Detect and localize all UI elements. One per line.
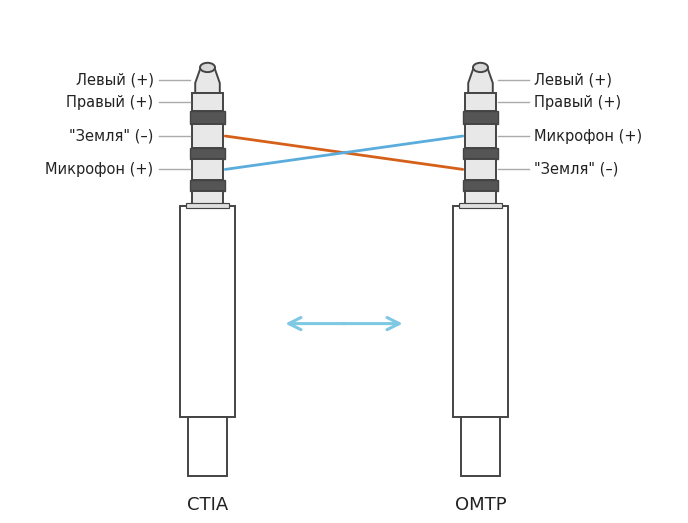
Text: Левый (+): Левый (+) xyxy=(535,73,612,88)
Text: Правый (+): Правый (+) xyxy=(535,95,621,110)
Bar xyxy=(466,191,495,206)
Bar xyxy=(190,180,225,191)
Bar xyxy=(463,147,498,159)
Bar xyxy=(193,124,222,147)
Bar xyxy=(193,159,222,180)
Polygon shape xyxy=(195,67,219,93)
Bar xyxy=(466,159,495,180)
Bar xyxy=(462,417,499,476)
Text: Микрофон (+): Микрофон (+) xyxy=(535,129,643,143)
Text: "Земля" (–): "Земля" (–) xyxy=(69,129,153,143)
Text: CTIA: CTIA xyxy=(187,496,228,514)
Text: Микрофон (+): Микрофон (+) xyxy=(45,162,153,177)
Bar xyxy=(186,203,228,208)
Text: Правый (+): Правый (+) xyxy=(67,95,153,110)
Bar xyxy=(193,191,222,206)
Bar xyxy=(466,93,495,111)
Text: Левый (+): Левый (+) xyxy=(76,73,153,88)
Ellipse shape xyxy=(473,63,488,72)
Ellipse shape xyxy=(200,63,215,72)
Bar xyxy=(190,111,225,124)
Text: ОМТР: ОМТР xyxy=(455,496,506,514)
Bar xyxy=(180,206,235,417)
Bar xyxy=(463,180,498,191)
Polygon shape xyxy=(469,67,493,93)
Bar xyxy=(190,147,225,159)
Text: "Земля" (–): "Земля" (–) xyxy=(535,162,619,177)
Bar xyxy=(193,93,222,111)
Bar xyxy=(463,111,498,124)
Bar xyxy=(466,124,495,147)
Bar xyxy=(460,203,502,208)
Bar xyxy=(189,417,226,476)
Bar xyxy=(453,206,508,417)
